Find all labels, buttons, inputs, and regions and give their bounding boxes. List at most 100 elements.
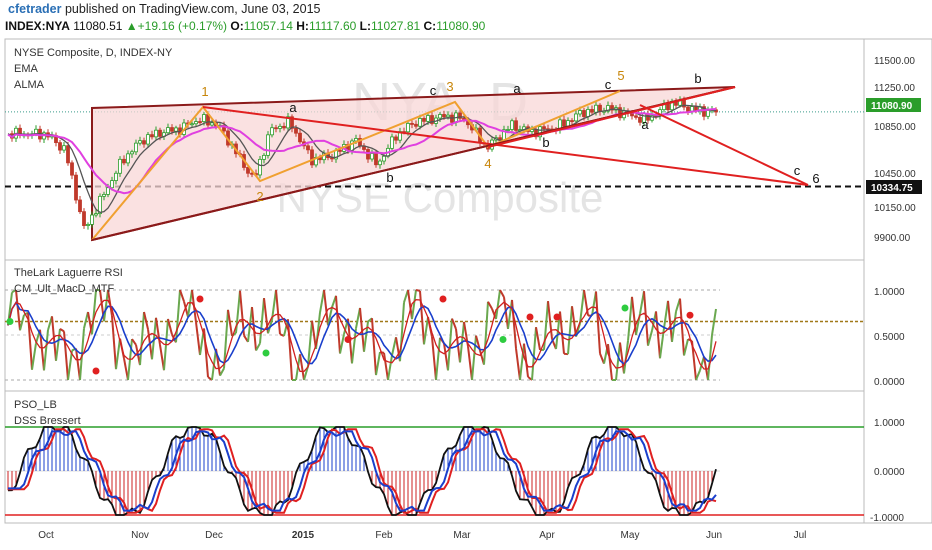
wave-label: 1 [201, 84, 208, 99]
laguerre-rsi-segment [131, 338, 137, 346]
laguerre-rsi-segment [307, 320, 313, 367]
price-axis[interactable] [863, 38, 932, 524]
symbol-label: INDEX:NYA [5, 19, 70, 33]
laguerre-rsi-segment [311, 320, 317, 350]
trend-line [487, 86, 736, 148]
candle-body [154, 129, 158, 138]
candle-body [374, 153, 378, 166]
laguerre-rsi-segment [31, 343, 37, 370]
laguerre-rsi-segment [391, 337, 397, 356]
candle-body [106, 187, 110, 195]
ema-legend: EMA [14, 63, 39, 75]
rsi-tick: 1.0000 [874, 287, 905, 298]
candle-body [542, 126, 546, 130]
rsi-tick: 0.0000 [874, 377, 905, 388]
laguerre-rsi-segment [567, 306, 573, 355]
cross-dot [196, 295, 204, 303]
candle-body [146, 134, 150, 145]
laguerre-rsi-segment [399, 302, 405, 362]
candle-body [538, 126, 542, 138]
laguerre-rsi-segment [55, 328, 61, 361]
wave-label: a [289, 100, 297, 115]
candle-body [414, 123, 418, 127]
laguerre-rsi-segment [195, 322, 201, 356]
candle-body [190, 123, 194, 126]
open-label: O: [230, 19, 244, 33]
laguerre-rsi-segment [19, 314, 25, 331]
candle-body [450, 114, 454, 123]
candle-body [618, 107, 622, 119]
candle-body [274, 127, 278, 130]
laguerre-rsi-segment [631, 296, 637, 335]
wave-label: 3 [446, 79, 453, 94]
laguerre-rsi-segment [699, 356, 705, 371]
laguerre-rsi-segment [151, 317, 157, 360]
last-price: 11080.51 [73, 19, 123, 33]
laguerre-rsi-segment [531, 327, 537, 381]
laguerre-rsi-segment [571, 306, 577, 337]
laguerre-rsi-segment [667, 300, 673, 342]
laguerre-rsi-segment [179, 289, 185, 302]
laguerre-rsi-segment [443, 343, 449, 371]
candle-body [90, 214, 94, 225]
candle-body [102, 194, 106, 197]
dss-legend: DSS Bressert [14, 415, 81, 427]
macd-line [7, 299, 717, 373]
candle-body [442, 114, 446, 118]
laguerre-rsi-segment [75, 348, 81, 381]
laguerre-rsi-segment [79, 328, 85, 381]
candle-body [514, 120, 518, 131]
laguerre-rsi-segment [447, 318, 453, 371]
close-label: C: [423, 19, 437, 33]
close-value: 11080.90 [436, 19, 486, 33]
pso-plot [5, 426, 864, 516]
cross-dot [92, 367, 100, 375]
laguerre-rsi-segment [707, 334, 713, 381]
laguerre-rsi-segment [679, 298, 685, 356]
laguerre-rsi-segment [683, 338, 689, 356]
laguerre-rsi-segment [143, 311, 149, 330]
candle-body [338, 149, 342, 152]
candle-body [686, 106, 690, 112]
laguerre-rsi-segment [547, 301, 553, 340]
author-link[interactable]: cfetrader [8, 2, 62, 16]
y-tick: 9900.00 [874, 233, 911, 244]
y-tick: 11250.00 [874, 83, 915, 94]
laguerre-rsi-segment [323, 289, 329, 326]
candle-body [290, 116, 294, 129]
laguerre-rsi-segment [643, 291, 649, 346]
laguerre-rsi-segment [487, 301, 493, 310]
laguerre-rsi-segment [183, 301, 189, 318]
candle-body [58, 142, 62, 151]
candle-body [246, 167, 250, 174]
cross-dot [526, 313, 534, 321]
candle-body [430, 115, 434, 124]
laguerre-rsi-segment [431, 336, 437, 381]
low-label: L: [359, 19, 371, 33]
laguerre-rsi-segment [91, 289, 97, 335]
candle-body [586, 109, 590, 117]
laguerre-rsi-segment [359, 307, 365, 352]
laguerre-rsi-segment [507, 299, 513, 330]
candle-body [282, 125, 286, 129]
candle-body [706, 110, 710, 117]
candle-body [310, 149, 314, 166]
wave-label: a [513, 81, 521, 96]
candle-body [202, 114, 206, 122]
pso-panel[interactable] [4, 390, 865, 524]
laguerre-rsi-segment [647, 330, 653, 346]
candle-body [86, 224, 90, 226]
y-tick: 10150.00 [874, 203, 916, 214]
laguerre-rsi-segment [363, 321, 369, 352]
laguerre-rsi-segment [167, 318, 173, 335]
x-tick: 2015 [292, 530, 315, 541]
laguerre-rsi-segment [515, 348, 521, 381]
candle-body [270, 127, 274, 136]
laguerre-rsi-segment [435, 337, 441, 381]
candle-body [294, 127, 298, 134]
laguerre-rsi-segment [467, 346, 473, 381]
laguerre-rsi-segment [423, 317, 429, 345]
candle-body [174, 127, 178, 132]
cross-dot [344, 336, 352, 343]
